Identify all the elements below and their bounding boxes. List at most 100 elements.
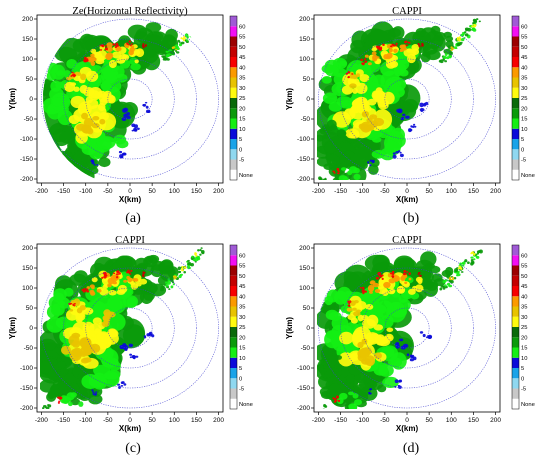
echo-cell [96,164,99,166]
echo-cell [408,277,412,281]
echo-cell [73,303,76,305]
echo-cell [353,173,361,180]
echo-cell [367,333,382,343]
echo-cell [377,384,387,393]
echo-cell [417,278,423,285]
echo-cell [458,36,461,38]
x-axis-label: X(km) [119,424,142,433]
echo-cell [116,276,119,279]
echo-cell [71,71,74,74]
colorbar-swatch [512,357,519,368]
echo-cell [419,331,424,334]
colorbar-swatch [230,98,237,109]
echo-cell [335,395,339,399]
x-tick-label: 0 [405,188,409,195]
echo-cell [52,97,63,107]
y-tick-label: 0 [306,325,310,332]
echo-cell [404,272,407,275]
colorbar-swatch [230,128,237,139]
colorbar-swatch [230,388,237,399]
colorbar-swatch [512,36,519,47]
x-tick-label: 200 [213,417,224,424]
range-ring [41,18,219,180]
echo-cell [415,284,424,293]
colorbar-swatch [230,36,237,47]
echo-cell [73,86,80,92]
x-tick-label: 200 [490,417,501,424]
y-tick-label: 200 [299,16,310,23]
colorbar-label: 35 [521,305,527,311]
echo-cell [187,267,190,270]
colorbar-label: 15 [521,346,527,352]
x-tick-label: 150 [191,188,202,195]
echo-cell [450,46,453,49]
echo-cell [417,273,420,276]
panel-a: -200 -150 -100 -50 0 50 100 150 200-200-150-100-… [8,14,253,204]
echo-cell [457,270,460,274]
echo-cell [128,271,131,274]
colorbar-label: 35 [521,76,527,82]
echo-cell [358,123,365,130]
colorbar-swatch [230,159,237,170]
echo-cell [401,116,405,119]
y-tick-label: -50 [301,345,311,352]
x-tick-label: 200 [490,188,501,195]
echo-cell [369,164,372,167]
colorbar-label: 0 [521,376,524,382]
echo-cell [454,268,459,273]
colorbar-swatch [512,159,519,170]
x-tick-label: 50 [149,417,157,424]
echo-cell [324,370,333,378]
colorbar-swatch [230,265,237,276]
echo-cell [362,291,365,295]
y-tick-label: -100 [297,136,310,143]
echo-cell [60,367,69,374]
colorbar: None -5 0 5 10 15 20 25 30 35 40 45 50 55 60 [511,244,535,410]
echo-cell [431,273,443,282]
colorbar-label: 30 [521,315,527,321]
echo-cell [374,352,382,360]
echo-cell [162,286,165,289]
echo-cell [395,151,400,154]
colorbar-swatch [230,67,237,78]
panel-d-title: CAPPI [392,235,422,246]
echo-cell [372,136,382,143]
echo-cell [346,374,355,383]
colorbar-label: 35 [239,305,245,311]
echo-cell [120,155,124,159]
x-tick-label: 50 [149,188,157,195]
echo-cell [168,288,171,290]
colorbar-swatch [512,87,519,98]
echo-cell [477,250,482,253]
echo-cell [122,324,146,347]
echo-cell [406,271,409,273]
echo-cell [366,314,379,327]
colorbar-label: 45 [239,55,245,61]
x-tick-label: 0 [128,188,132,195]
echo-cell [177,266,181,271]
echo-cell [81,112,89,120]
colorbar-swatch [230,286,237,297]
echo-cell [143,52,161,71]
echo-cell [359,347,370,358]
echo-cell [332,170,336,173]
echo-cell [472,25,476,28]
echo-cell [79,103,91,113]
echo-cell [461,38,465,42]
x-tick-label: 100 [169,188,180,195]
y-tick-label: 0 [29,96,33,103]
echo-cell [146,110,151,113]
echo-cell [354,399,362,406]
colorbar-swatch [230,118,237,129]
range-ring [107,78,153,120]
echo-cell [391,275,395,278]
echo-cell [133,356,136,360]
echo-cell [327,126,339,135]
echo-cell [359,74,370,83]
colorbar-swatch [512,98,519,109]
echo-cell [126,297,138,308]
colorbar-swatch [230,46,237,57]
echo-cell [108,59,117,69]
echo-cell [173,46,176,49]
echo-cell [115,73,128,83]
